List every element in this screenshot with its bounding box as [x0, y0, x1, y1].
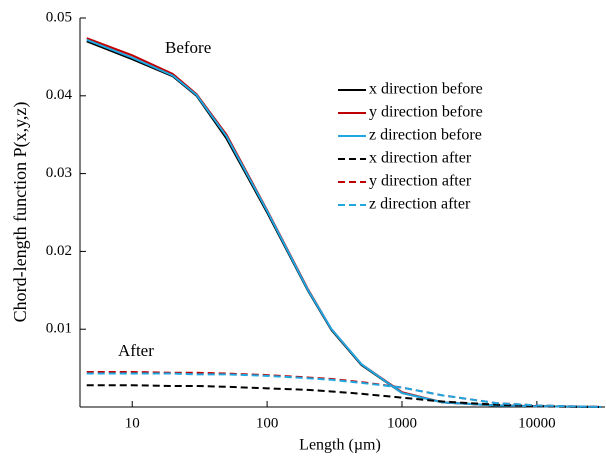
y-tick-label: 0.05	[46, 9, 72, 25]
x-axis-label: Length (µm)	[299, 437, 381, 454]
series-line	[86, 37, 602, 408]
series-line	[86, 40, 602, 408]
y-axis-label: Chord-length function P(x,y,z)	[10, 102, 31, 323]
series-line	[86, 370, 602, 408]
legend-label: x direction before	[369, 81, 483, 98]
annotation: Before	[165, 38, 211, 57]
y-tick-label: 0.03	[46, 165, 72, 181]
y-tick-label: 0.02	[46, 243, 72, 259]
series-line	[86, 38, 602, 408]
legend-label: z direction before	[369, 127, 482, 144]
series-line	[86, 372, 602, 408]
legend-label: y direction after	[369, 173, 472, 190]
annotation: After	[118, 341, 154, 360]
y-tick-label: 0.01	[46, 321, 72, 337]
legend-label: x direction after	[369, 150, 472, 167]
legend-label: y direction before	[369, 104, 483, 121]
legend-label: z direction after	[369, 196, 471, 213]
x-tick-label: 1000	[387, 415, 417, 431]
x-tick-label: 10000	[518, 415, 556, 431]
y-tick-label: 0.04	[46, 87, 73, 103]
series-line	[86, 384, 602, 408]
x-tick-label: 10	[125, 415, 140, 431]
x-tick-label: 100	[256, 415, 279, 431]
